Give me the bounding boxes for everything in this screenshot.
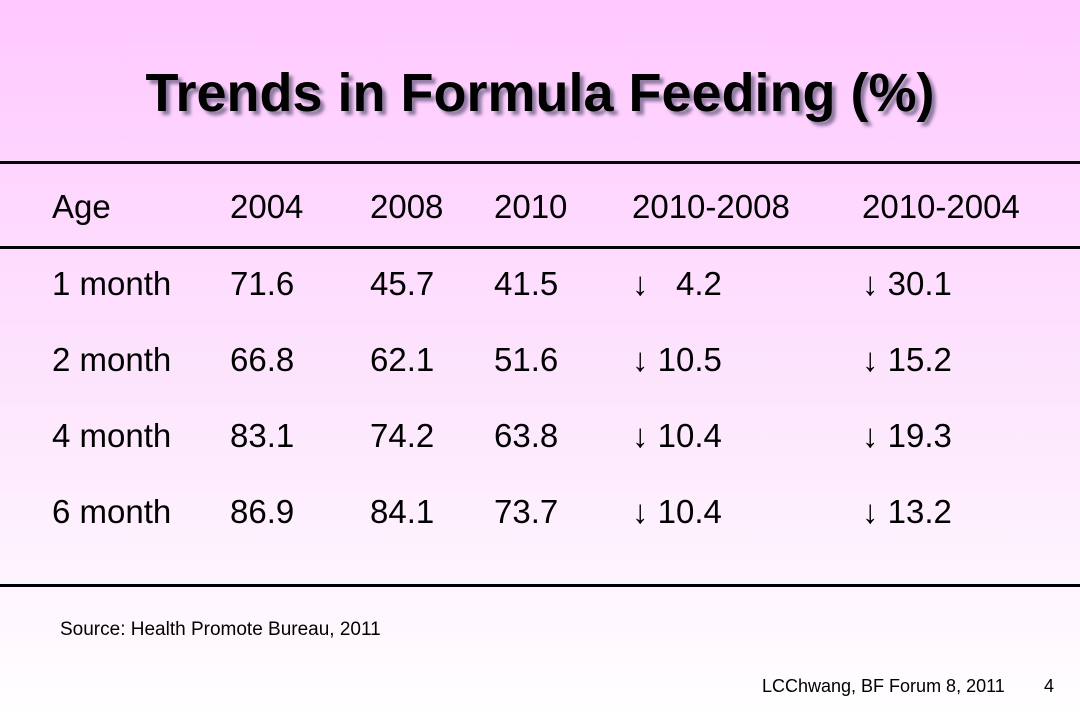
header-2010: 2010 — [494, 188, 568, 225]
header-2010-2004: 2010-2004 — [862, 188, 1020, 225]
source-note: Source: Health Promote Bureau, 2011 — [60, 619, 381, 640]
row-2004: 71.6 — [230, 265, 295, 302]
page-number: 4 — [1044, 676, 1055, 696]
row-change-2010-2008: ↓ 10.4 — [632, 493, 722, 530]
header-2004: 2004 — [230, 188, 304, 225]
table-header-row: Age 2004 2008 2010 2010-2008 2010-2004 — [0, 182, 1080, 232]
header-2008: 2008 — [370, 188, 444, 225]
row-change-2010-2008: ↓ 10.5 — [632, 341, 722, 378]
row-change-2010-2004: ↓ 30.1 — [862, 265, 952, 302]
row-2010: 63.8 — [494, 417, 559, 454]
row-age: 1 month — [52, 265, 172, 302]
row-age: 4 month — [52, 417, 172, 454]
row-2010: 51.6 — [494, 341, 559, 378]
table-header-rule — [0, 246, 1080, 249]
header-age: Age — [52, 188, 111, 225]
row-change-2010-2004: ↓ 15.2 — [862, 341, 952, 378]
row-2008: 84.1 — [370, 493, 435, 530]
row-age: 6 month — [52, 493, 172, 530]
table-top-rule — [0, 161, 1080, 164]
row-2004: 83.1 — [230, 417, 295, 454]
row-change-2010-2004: ↓ 13.2 — [862, 493, 952, 530]
table-bottom-rule — [0, 584, 1080, 587]
row-2004: 86.9 — [230, 493, 295, 530]
row-change-2010-2008: ↓ 10.4 — [632, 417, 722, 454]
header-2010-2008: 2010-2008 — [632, 188, 790, 225]
table-row: 6 month 86.9 84.1 73.7 ↓ 10.4 ↓ 13.2 — [0, 487, 1080, 537]
row-change-2010-2004: ↓ 19.3 — [862, 417, 952, 454]
row-change-2010-2008: ↓ 4.2 — [632, 265, 722, 302]
row-2008: 74.2 — [370, 417, 435, 454]
row-2010: 73.7 — [494, 493, 559, 530]
slide-title: Trends in Formula Feeding (%) — [145, 63, 935, 123]
table-row: 4 month 83.1 74.2 63.8 ↓ 10.4 ↓ 19.3 — [0, 411, 1080, 461]
row-age: 2 month — [52, 341, 172, 378]
table-row: 2 month 66.8 62.1 51.6 ↓ 10.5 ↓ 15.2 — [0, 335, 1080, 385]
row-2004: 66.8 — [230, 341, 295, 378]
slide-footer: LCChwang, BF Forum 8, 2011 — [762, 676, 1005, 696]
row-2008: 45.7 — [370, 265, 435, 302]
table-row: 1 month 71.6 45.7 41.5 ↓ 4.2 ↓ 30.1 — [0, 259, 1080, 309]
row-2010: 41.5 — [494, 265, 559, 302]
row-2008: 62.1 — [370, 341, 435, 378]
